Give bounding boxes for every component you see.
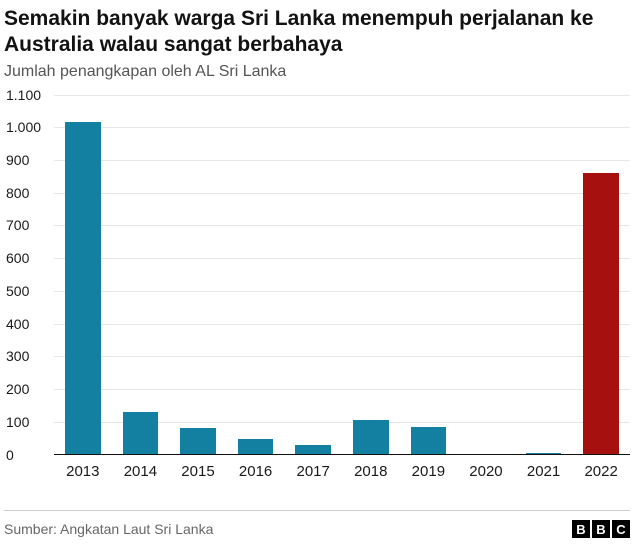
bbc-logo-block: C — [612, 520, 630, 538]
gridline-500 — [54, 290, 630, 292]
source-text: Sumber: Angkatan Laut Sri Lanka — [4, 521, 214, 537]
x-tick-label-2016: 2016 — [238, 462, 273, 480]
x-tick-label-2013: 2013 — [66, 462, 100, 480]
y-tick-label: 200 — [6, 381, 30, 398]
bar-2015 — [180, 428, 216, 454]
gridline-1.000 — [54, 127, 630, 129]
bbc-logo-block: B — [572, 520, 590, 538]
plot-area — [54, 94, 630, 455]
y-tick-label: 400 — [6, 315, 30, 332]
y-tick-label: 300 — [6, 348, 30, 365]
x-tick-label-2018: 2018 — [354, 462, 388, 480]
y-axis: 0 100 200 300 400 500 600 700 800 900 1.000 1.100 — [6, 87, 54, 463]
gridline-800 — [54, 192, 630, 194]
x-tick-label-2021: 2021 — [526, 462, 561, 480]
gridline-1.100 — [54, 94, 630, 96]
bar-chart: 0 100 200 300 400 500 600 700 800 900 1.000 1.100 2… — [6, 87, 630, 480]
plot-row: 0 100 200 300 400 500 600 700 800 900 1.000 1.100 — [6, 87, 630, 463]
y-tick-label: 1.000 — [6, 119, 42, 136]
gridline-600 — [54, 258, 630, 260]
bar-2017 — [295, 444, 332, 454]
y-tick-label: 0 — [6, 446, 14, 463]
chart-title: Semakin banyak warga Sri Lanka menempuh … — [4, 7, 594, 57]
y-tick-label: 800 — [6, 184, 30, 201]
y-tick-label: 700 — [6, 217, 30, 234]
x-tick-label-2015: 2015 — [181, 462, 215, 480]
bar-2022 — [583, 173, 620, 454]
bar-2016 — [237, 438, 274, 454]
gridline-900 — [54, 159, 630, 161]
x-axis: 2013 2014 2015 2016 2017 2018 2019 2020 2021 2022 — [54, 463, 630, 480]
bar-2018 — [352, 420, 389, 454]
bar-2014 — [122, 411, 159, 454]
y-tick-label: 500 — [6, 282, 30, 299]
x-tick-label-2019: 2019 — [411, 462, 446, 480]
gridline-400 — [54, 323, 630, 325]
y-tick-label: 900 — [6, 151, 30, 168]
y-tick-label: 100 — [6, 413, 30, 430]
x-tick-label-2020: 2020 — [469, 462, 503, 480]
y-tick-label: 1.100 — [6, 86, 42, 103]
bar-2021 — [525, 452, 562, 454]
y-tick-label: 600 — [6, 250, 30, 267]
x-axis-line — [54, 453, 630, 455]
bbc-logo-block: B — [592, 520, 610, 538]
gridline-700 — [54, 225, 630, 227]
bar-2013 — [64, 122, 101, 454]
bar-2019 — [410, 427, 447, 454]
gridline-100 — [54, 421, 630, 423]
gridline-300 — [54, 356, 630, 358]
chart-subtitle: Jumlah penangkapan oleh AL Sri Lanka — [4, 62, 287, 80]
x-tick-label-2022: 2022 — [584, 462, 618, 480]
gridline-200 — [54, 389, 630, 391]
x-tick-label-2017: 2017 — [296, 462, 330, 480]
x-tick-label-2014: 2014 — [123, 462, 158, 480]
